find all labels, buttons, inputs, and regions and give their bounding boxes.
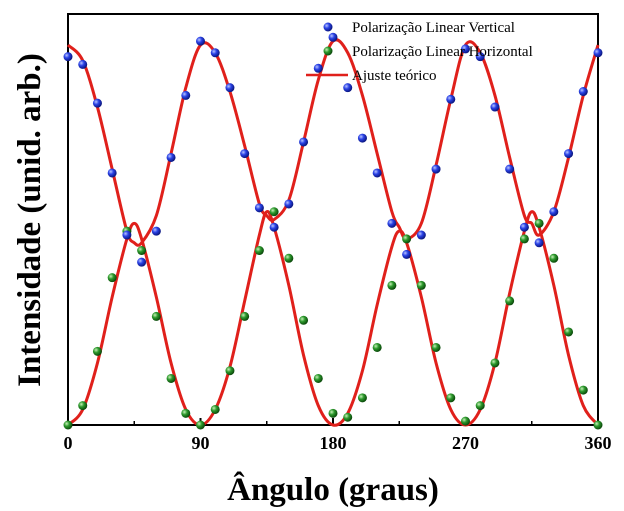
data-point-horizontal [92,346,102,356]
data-point-horizontal [402,234,412,244]
data-point-horizontal [284,253,294,263]
data-point-vertical [534,238,544,248]
data-point-vertical [549,207,559,217]
data-point-horizontal [78,401,88,411]
data-point-horizontal [490,358,500,368]
legend-label-horizontal: Polarização Linear Horizontal [352,44,533,60]
data-point-vertical [254,203,264,213]
data-point-horizontal [210,404,220,414]
legend-marker-horizontal [323,46,333,56]
data-point-horizontal [416,280,426,290]
data-point-vertical [416,230,426,240]
x-tick-label: 360 [585,433,612,453]
data-point-horizontal [313,373,323,383]
data-point-horizontal [107,273,117,283]
x-tick-label: 0 [64,433,73,453]
data-point-vertical [461,44,470,54]
y-axis-title: Intensidade (unid. arb.) [12,53,48,387]
fit-curve-horizontal [66,210,600,427]
data-point-horizontal [387,280,397,290]
data-point-vertical [166,152,176,162]
data-point-vertical [372,168,382,178]
data-point-horizontal [269,207,279,217]
data-point-vertical [519,222,529,232]
data-point-horizontal [564,327,574,337]
data-point-horizontal [446,393,456,403]
data-point-vertical [210,48,220,58]
data-point-vertical [196,36,205,46]
data-point-vertical [475,52,485,62]
data-point-vertical [446,94,456,104]
data-point-horizontal [299,315,309,325]
data-point-horizontal [372,342,382,352]
data-point-horizontal [343,412,353,422]
data-point-horizontal [357,393,367,403]
data-point-vertical [269,222,279,232]
x-tick-label: 180 [320,433,347,453]
data-point-vertical [122,230,132,240]
vertical-polarization-points [63,32,603,267]
data-point-horizontal [578,385,588,395]
data-point-horizontal [225,366,235,376]
data-point-vertical [387,218,397,228]
data-point-vertical [137,257,147,267]
data-point-vertical [343,83,353,93]
data-point-horizontal [505,296,515,306]
data-point-vertical [578,87,588,97]
data-point-horizontal [181,408,191,418]
data-point-horizontal [519,234,529,244]
data-point-horizontal [196,420,205,430]
data-point-vertical [402,249,412,259]
data-point-vertical [78,59,88,69]
data-point-vertical [431,164,441,174]
data-point-vertical [299,137,309,147]
data-point-vertical [240,149,250,159]
data-point-horizontal [166,373,176,383]
data-point-horizontal [431,342,441,352]
data-point-horizontal [549,253,559,263]
data-point-vertical [107,168,117,178]
data-point-horizontal [593,420,603,430]
data-point-vertical [284,199,294,209]
data-point-horizontal [151,311,161,321]
data-point-horizontal [534,218,544,228]
x-tick-label: 90 [192,433,210,453]
fit-curve-vertical [66,38,600,247]
data-point-horizontal [137,246,147,256]
legend: Polarização Linear Vertical Polarização … [306,20,533,84]
data-point-vertical [313,63,323,73]
data-point-horizontal [63,420,73,430]
data-point-horizontal [475,401,485,411]
data-point-horizontal [254,246,264,256]
data-point-vertical [181,90,191,100]
x-tick-label: 270 [452,433,479,453]
legend-label-vertical: Polarização Linear Vertical [352,20,515,36]
fit-curves [66,38,600,427]
x-axis-title: Ângulo (graus) [227,470,439,508]
data-point-vertical [490,102,500,112]
data-point-vertical [328,32,338,42]
legend-marker-vertical [323,22,333,32]
legend-label-fit: Ajuste teórico [352,68,437,84]
data-point-vertical [92,98,102,108]
data-point-vertical [357,133,367,143]
data-point-horizontal [240,311,250,321]
data-point-vertical [225,83,235,93]
data-point-vertical [593,48,603,58]
data-point-horizontal [328,408,338,418]
data-point-vertical [151,226,161,236]
horizontal-polarization-points [63,207,603,430]
data-point-vertical [505,164,515,174]
data-point-vertical [63,52,73,62]
data-point-vertical [564,149,574,159]
data-point-horizontal [461,416,470,426]
